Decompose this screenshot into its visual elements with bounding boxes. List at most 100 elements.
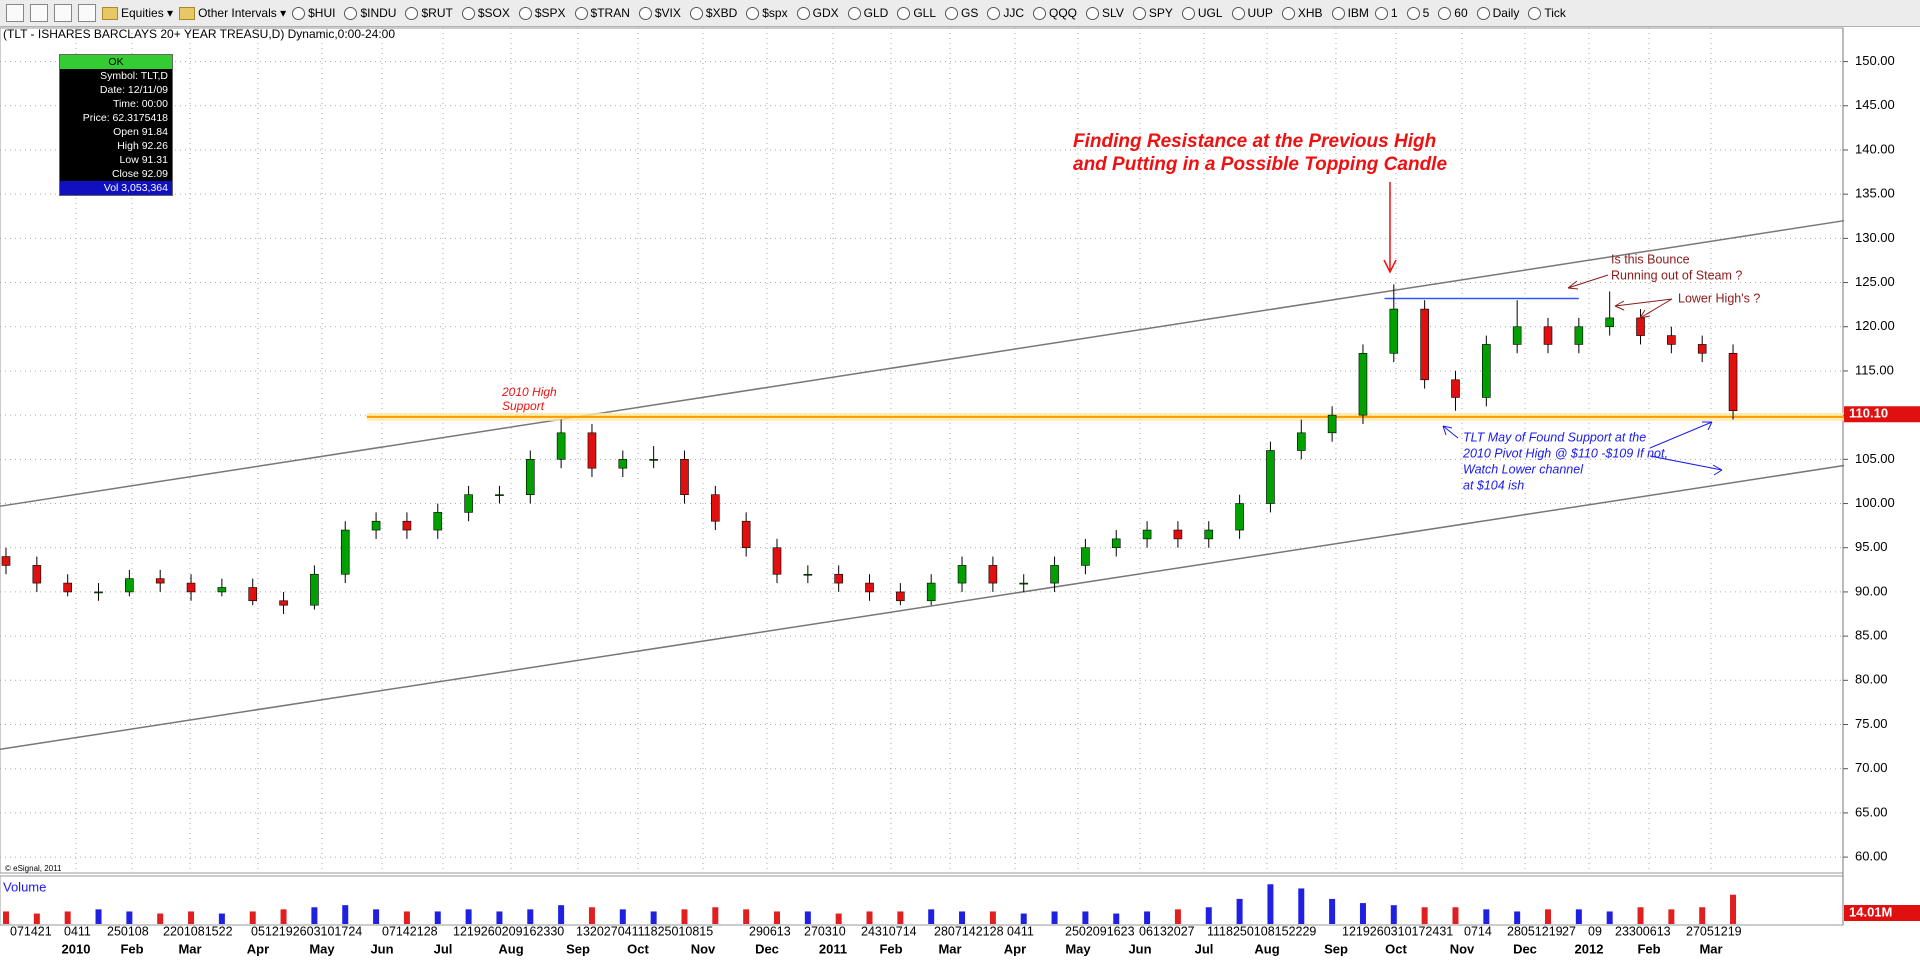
- y-tick-label: 115.00: [1855, 362, 1894, 377]
- symbol-button[interactable]: XHB: [1281, 6, 1323, 20]
- toolbar-button[interactable]: [6, 4, 24, 22]
- volume-bar: [126, 911, 133, 924]
- symbol-button[interactable]: GDX: [796, 6, 839, 20]
- x-month-label: Aug: [498, 941, 523, 956]
- symbol-button[interactable]: $VIX: [638, 6, 681, 20]
- symbol-label[interactable]: GLL: [913, 6, 936, 20]
- x-month-label: Dec: [755, 941, 779, 956]
- symbol-button[interactable]: $TRAN: [574, 6, 630, 20]
- symbol-label[interactable]: $TRAN: [590, 6, 630, 20]
- interval-button[interactable]: 60: [1438, 6, 1468, 20]
- toolbar-menu[interactable]: Other Intervals ▾: [179, 6, 286, 20]
- symbol-button[interactable]: QQQ: [1033, 6, 1077, 20]
- symbol-button[interactable]: $SPX: [518, 6, 566, 20]
- symbol-button[interactable]: $spx: [746, 6, 788, 20]
- candle-body: [1451, 379, 1460, 398]
- toolbar-button[interactable]: [54, 4, 72, 22]
- candle-body: [340, 529, 350, 575]
- interval-button[interactable]: Daily: [1476, 6, 1520, 20]
- symbol-label[interactable]: $INDU: [360, 6, 397, 20]
- toolbar-button[interactable]: [78, 4, 96, 22]
- interval-label[interactable]: Daily: [1492, 6, 1520, 20]
- symbol-label[interactable]: UGL: [1197, 6, 1223, 20]
- interval-label[interactable]: 5: [1422, 6, 1430, 20]
- interval-button[interactable]: 1: [1374, 6, 1398, 20]
- symbol-label[interactable]: $VIX: [654, 6, 681, 20]
- toolbar-button[interactable]: [30, 4, 48, 22]
- volume-bar: [588, 907, 595, 924]
- symbol-label[interactable]: SLV: [1102, 6, 1124, 20]
- interval-label[interactable]: 1: [1390, 6, 1398, 20]
- candle-body: [155, 578, 165, 584]
- candle-body: [1543, 326, 1553, 345]
- symbol-label[interactable]: $XBD: [705, 6, 738, 20]
- symbol-button[interactable]: GLD: [847, 6, 889, 20]
- symbol-label[interactable]: IBM: [1347, 6, 1369, 20]
- volume-bar: [465, 909, 472, 924]
- symbol-label[interactable]: $spx: [762, 6, 788, 20]
- x-month-label: Apr: [1004, 941, 1026, 956]
- annotation: at $104 ish: [1463, 478, 1524, 492]
- symbol-label[interactable]: JJC: [1003, 6, 1025, 20]
- x-month-label: Oct: [1385, 941, 1407, 956]
- menu-label[interactable]: Equities ▾: [121, 6, 174, 20]
- candle-body: [32, 565, 42, 584]
- candle-body: [248, 587, 258, 602]
- volume-bar: [1359, 903, 1366, 924]
- toolbar: Equities ▾ Other Intervals ▾ $HUI $INDU $R…: [0, 0, 1920, 27]
- symbol-button[interactable]: $HUI: [292, 6, 335, 20]
- annotation: Watch Lower channel: [1463, 462, 1584, 476]
- symbol-button[interactable]: $RUT: [405, 6, 453, 20]
- symbol-button[interactable]: $INDU: [344, 6, 396, 20]
- volume-bar: [897, 911, 904, 924]
- symbol-icon: [987, 6, 1001, 20]
- symbol-button[interactable]: UUP: [1231, 6, 1273, 20]
- symbol-label[interactable]: XHB: [1297, 6, 1323, 20]
- copyright: © eSignal, 2011: [5, 864, 62, 873]
- symbol-button[interactable]: GS: [945, 6, 978, 20]
- candle-body: [1667, 335, 1676, 345]
- symbol-label[interactable]: GDX: [812, 6, 839, 20]
- candle-body: [1389, 308, 1399, 354]
- x-day-label: 270310: [804, 924, 846, 938]
- symbol-button[interactable]: $SOX: [461, 6, 510, 20]
- x-month-label: 2011: [819, 941, 847, 956]
- symbol-button[interactable]: JJC: [987, 6, 1024, 20]
- interval-label[interactable]: 60: [1454, 6, 1468, 20]
- data-window-row[interactable]: OK: [60, 55, 172, 69]
- volume-bar: [558, 905, 565, 924]
- volume-bar: [373, 909, 380, 924]
- y-tick-label: 70.00: [1855, 760, 1888, 775]
- symbol-button[interactable]: IBM: [1331, 6, 1369, 20]
- symbol-label[interactable]: UUP: [1247, 6, 1273, 20]
- symbol-button[interactable]: SLV: [1086, 6, 1124, 20]
- symbol-label[interactable]: $HUI: [308, 6, 336, 20]
- symbol-label[interactable]: $SPX: [534, 6, 566, 20]
- symbol-label[interactable]: QQQ: [1049, 6, 1078, 20]
- volume-bar: [1421, 907, 1428, 924]
- volume-bar: [619, 909, 626, 924]
- x-month-label: Apr: [247, 941, 269, 956]
- symbol-button[interactable]: SPY: [1132, 6, 1173, 20]
- menu-label[interactable]: Other Intervals ▾: [198, 6, 287, 20]
- symbol-label[interactable]: GS: [961, 6, 979, 20]
- symbol-button[interactable]: GLL: [897, 6, 936, 20]
- symbol-icon: [847, 6, 861, 20]
- symbol-label[interactable]: GLD: [863, 6, 889, 20]
- volume-bar: [342, 905, 349, 924]
- symbol-button[interactable]: $XBD: [689, 6, 738, 20]
- interval-button[interactable]: Tick: [1528, 6, 1566, 20]
- candle-body: [464, 494, 473, 513]
- x-day-label: 2502091623: [1065, 924, 1135, 938]
- symbol-label[interactable]: $RUT: [421, 6, 453, 20]
- symbol-button[interactable]: UGL: [1181, 6, 1223, 20]
- symbol-label[interactable]: $SOX: [477, 6, 510, 20]
- candle-body: [94, 591, 103, 594]
- interval-button[interactable]: 5: [1406, 6, 1430, 20]
- interval-label[interactable]: Tick: [1544, 6, 1566, 20]
- candle-body: [1235, 503, 1244, 531]
- symbol-icon: [292, 6, 306, 20]
- toolbar-menu[interactable]: Equities ▾: [102, 6, 173, 20]
- symbol-label[interactable]: SPY: [1148, 6, 1173, 20]
